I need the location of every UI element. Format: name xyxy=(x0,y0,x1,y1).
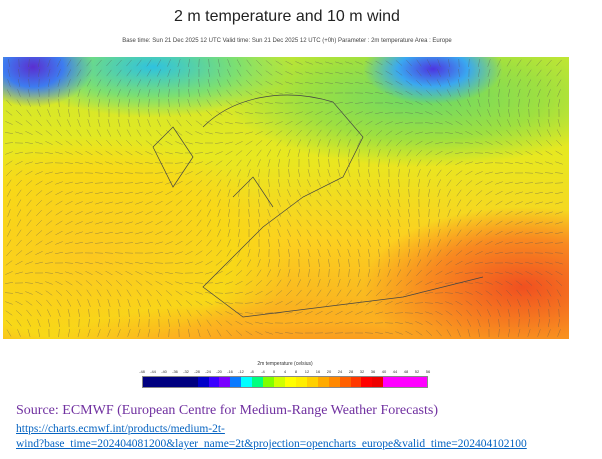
colorbar-tick-label: -16 xyxy=(227,369,233,374)
colorbar-segment xyxy=(175,377,187,387)
source-link[interactable]: https://charts.ecmwf.int/products/medium… xyxy=(16,422,596,452)
colorbar-title: 2m temperature (celsius) xyxy=(257,361,313,367)
colorbar-tick-label: 8 xyxy=(294,369,298,374)
colorbar-segment xyxy=(208,377,220,387)
colorbar-segment xyxy=(186,377,198,387)
colorbar-tick-label: 52 xyxy=(414,369,420,374)
colorbar-tick-label: 24 xyxy=(337,369,343,374)
colorbar xyxy=(142,376,428,388)
colorbar-segment xyxy=(252,377,264,387)
colorbar-segment xyxy=(306,377,318,387)
colorbar-tick-label: 56 xyxy=(425,369,431,374)
colorbar-segment xyxy=(164,377,176,387)
colorbar-tick-label: 16 xyxy=(315,369,321,374)
colorbar-segment xyxy=(383,377,395,387)
colorbar-tick-label: 40 xyxy=(381,369,387,374)
colorbar-tick-label: -28 xyxy=(194,369,200,374)
source-link-line2[interactable]: wind?base_time=202404081200&layer_name=2… xyxy=(16,438,527,450)
colorbar-segment xyxy=(405,377,417,387)
colorbar-segment xyxy=(153,377,165,387)
colorbar-segment xyxy=(339,377,351,387)
source-text: Source: ECMWF (European Centre for Mediu… xyxy=(16,403,438,418)
temperature-wind-map xyxy=(3,57,569,339)
colorbar-tick-label: 48 xyxy=(403,369,409,374)
colorbar-tick-label: -32 xyxy=(183,369,189,374)
colorbar-segment xyxy=(143,377,154,387)
colorbar-segment xyxy=(394,377,406,387)
source-link-line1[interactable]: https://charts.ecmwf.int/products/medium… xyxy=(16,423,225,435)
chart-title: 2 m temperature and 10 m wind xyxy=(174,8,400,25)
colorbar-segment xyxy=(284,377,296,387)
colorbar-segment xyxy=(372,377,384,387)
colorbar-tick-label: 20 xyxy=(326,369,332,374)
colorbar-segment xyxy=(350,377,362,387)
colorbar-tick-label: -8 xyxy=(250,369,254,374)
wind-arrows xyxy=(4,58,564,338)
colorbar-tick-label: -24 xyxy=(205,369,211,374)
colorbar-segment xyxy=(274,377,285,387)
colorbar-tick-label: 12 xyxy=(304,369,310,374)
colorbar-segment xyxy=(416,377,427,387)
colorbar-tick-label: -12 xyxy=(238,369,244,374)
colorbar-tick-label: 44 xyxy=(392,369,398,374)
colorbar-segment xyxy=(295,377,307,387)
colorbar-tick-label: 28 xyxy=(348,369,354,374)
colorbar-segment xyxy=(328,377,340,387)
colorbar-segment xyxy=(317,377,329,387)
chart-subtitle: Base time: Sun 21 Dec 2025 12 UTC Valid … xyxy=(122,38,452,44)
colorbar-segment xyxy=(263,377,275,387)
colorbar-segment xyxy=(241,377,253,387)
colorbar-tick-label: 0 xyxy=(272,369,276,374)
colorbar-tick-label: -44 xyxy=(150,369,156,374)
colorbar-tick-label: -4 xyxy=(261,369,265,374)
colorbar-segment xyxy=(230,377,242,387)
colorbar-segment xyxy=(219,377,231,387)
colorbar-segment xyxy=(361,377,373,387)
colorbar-tick-label: 32 xyxy=(359,369,365,374)
colorbar-tick-label: -36 xyxy=(172,369,178,374)
colorbar-tick-label: 4 xyxy=(283,369,287,374)
colorbar-segment xyxy=(197,377,209,387)
colorbar-tick-label: -20 xyxy=(216,369,222,374)
colorbar-tick-label: 36 xyxy=(370,369,376,374)
colorbar-tick-label: -48 xyxy=(139,369,145,374)
colorbar-tick-label: -40 xyxy=(161,369,167,374)
colorbar-ticks: -48 -44 -40 -36 -32 -28 -24 -20 -16 -12 -8 -4 0 4 8 12 1… xyxy=(139,369,431,375)
